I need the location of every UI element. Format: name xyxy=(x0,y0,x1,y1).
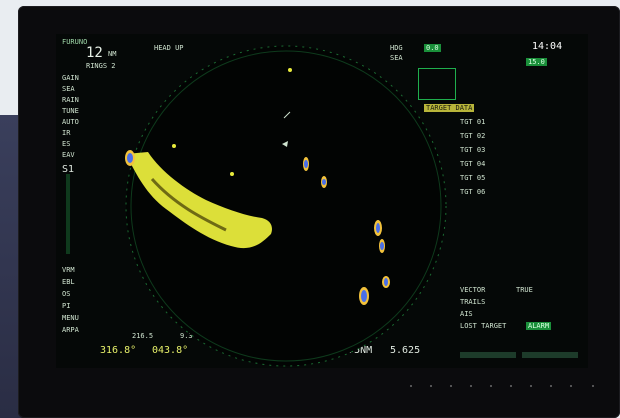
time-readout: 14:04 xyxy=(532,41,563,52)
target-echo xyxy=(382,276,390,288)
small-echo xyxy=(172,144,176,148)
mode-label[interactable]: HEAD UP xyxy=(154,44,184,52)
target-row[interactable]: TGT 02 xyxy=(460,132,486,140)
left-bottom-list: VRM EBL OS PI MENU ARPA xyxy=(62,266,79,338)
ppi-display[interactable] xyxy=(56,34,588,368)
left-bottom-item[interactable]: VRM xyxy=(62,266,75,274)
trails-label[interactable]: TRAILS xyxy=(460,298,486,306)
left-item[interactable]: RAIN xyxy=(62,96,79,104)
cross-cursor-icon xyxy=(282,141,288,147)
range-value[interactable]: 12 xyxy=(86,45,103,61)
target-row[interactable]: TGT 06 xyxy=(460,188,486,196)
menu-bar-right[interactable] xyxy=(522,352,578,358)
left-item[interactable]: SEA xyxy=(62,85,75,93)
target-echo xyxy=(125,150,135,166)
target-data-box xyxy=(418,68,456,100)
range-unit: NM xyxy=(108,50,117,58)
target-row[interactable]: TGT 04 xyxy=(460,160,486,168)
target-echo xyxy=(359,287,369,305)
target-echo xyxy=(374,220,382,236)
small-echo xyxy=(230,172,234,176)
range-ring-inner xyxy=(130,50,442,362)
range-ring-outer xyxy=(125,45,447,367)
target-list: TGT 01 TGT 02 TGT 03 TGT 04 TGT 05 TGT 0… xyxy=(460,118,485,202)
land-echo xyxy=(126,152,272,249)
left-item[interactable]: S1 xyxy=(62,164,75,175)
target-data-title: TARGET DATA xyxy=(424,104,475,112)
small-echo xyxy=(288,68,292,72)
radar-screen[interactable]: FURUNO 12 NM RINGS 2 HEAD UP GAIN SEA RA… xyxy=(56,34,588,368)
left-control-list: GAIN SEA RAIN TUNE AUTO IR ES EAV S1 xyxy=(62,74,79,175)
north-arrow-icon xyxy=(283,111,291,119)
vector-label[interactable]: VECTOR xyxy=(460,286,486,294)
target-row[interactable]: TGT 01 xyxy=(460,118,486,126)
cursor-readout-b: 9.3 xyxy=(180,332,193,340)
spd-label: SEA xyxy=(390,54,403,62)
target-row[interactable]: TGT 03 xyxy=(460,146,486,154)
brand-label: FURUNO xyxy=(62,38,88,46)
left-item[interactable]: AUTO xyxy=(62,118,79,126)
menu-bar-left[interactable] xyxy=(460,352,516,358)
left-item[interactable]: ES xyxy=(62,140,71,148)
lost-target-label[interactable]: LOST TARGET xyxy=(460,322,507,330)
target-echo xyxy=(303,157,309,171)
rings-label: RINGS 2 xyxy=(86,62,116,70)
cursor-readout-a: 216.5 xyxy=(132,332,154,340)
target-echo xyxy=(379,239,385,253)
speed-b-box: 15.0 xyxy=(526,58,547,66)
left-item[interactable]: IR xyxy=(62,129,71,137)
left-bottom-item[interactable]: EBL xyxy=(62,278,75,286)
vector-mode[interactable]: TRUE xyxy=(516,286,533,294)
left-bottom-item[interactable]: MENU xyxy=(62,314,79,322)
gain-level-bar[interactable] xyxy=(66,174,70,254)
left-item[interactable]: EAV xyxy=(62,151,75,159)
range-pair-readout-b: 5.625 xyxy=(390,345,421,356)
left-item[interactable]: TUNE xyxy=(62,107,79,115)
speed-a-box: 0.0 xyxy=(424,44,441,52)
land-echo-shade xyxy=(150,178,227,232)
left-bottom-item[interactable]: ARPA xyxy=(62,326,79,334)
alarm-button[interactable]: ALARM xyxy=(526,322,552,330)
target-row[interactable]: TGT 05 xyxy=(460,174,486,182)
left-bottom-item[interactable]: PI xyxy=(62,302,71,310)
hdg-label: HDG xyxy=(390,44,403,52)
ebl-readout: 043.8° xyxy=(152,345,189,356)
ais-label[interactable]: AIS xyxy=(460,310,473,318)
vrm-readout: 316.8° xyxy=(100,345,137,356)
target-echo xyxy=(321,176,327,188)
left-bottom-item[interactable]: OS xyxy=(62,290,71,298)
left-item[interactable]: GAIN xyxy=(62,74,79,82)
